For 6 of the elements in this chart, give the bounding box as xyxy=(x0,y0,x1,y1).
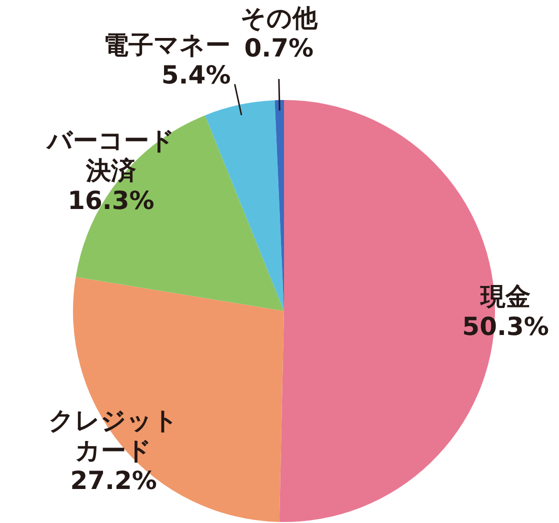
slice-label: クレジットカード xyxy=(48,406,179,466)
data-label: 0.7% xyxy=(244,33,314,62)
data-label: 27.2% xyxy=(70,466,157,496)
data-label: 5.4% xyxy=(161,60,231,90)
slice-label: その他 xyxy=(240,3,318,32)
slice-label: 電子マネー xyxy=(104,30,231,60)
